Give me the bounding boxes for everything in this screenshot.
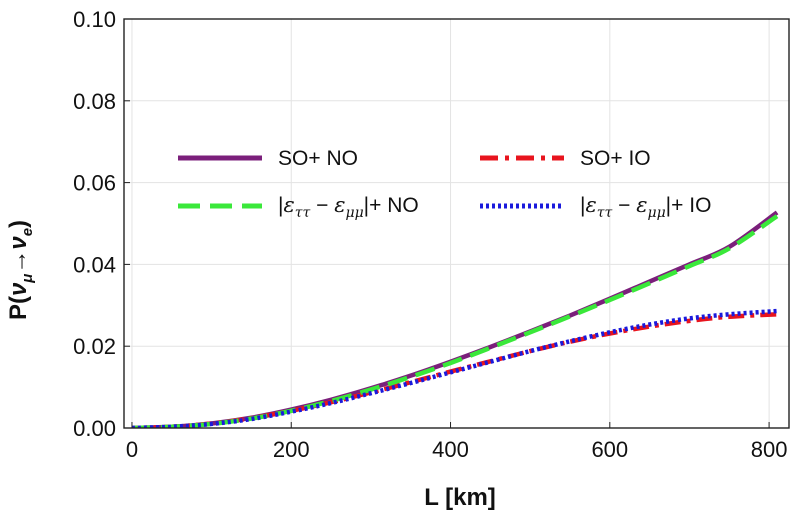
tick-label-y: 0.10 <box>73 7 116 32</box>
y-axis-title: P(νμ→νe) <box>5 220 36 320</box>
tick-label-x: 400 <box>432 437 469 462</box>
series-line-2 <box>131 214 779 428</box>
legend-label-eps-io: |εττ − εμμ|+ IO <box>580 193 711 221</box>
legend-label-so-no: SO+ NO <box>278 147 358 170</box>
y-title-close: ) <box>5 220 32 228</box>
tick-label-x: 200 <box>273 437 310 462</box>
tick-label-y: 0.00 <box>73 416 116 441</box>
y-title-sub1: μ <box>19 274 36 284</box>
x-axis-title: L [km] <box>424 484 496 511</box>
y-title-sub2: e <box>19 228 36 236</box>
series-lines <box>131 210 779 428</box>
tick-label-y: 0.06 <box>73 171 116 196</box>
y-title-nu1: ν <box>5 282 32 296</box>
tick-label-y: 0.04 <box>73 252 116 277</box>
tick-label-x: 0 <box>126 437 138 462</box>
legend-label-so-io: SO+ IO <box>580 147 651 170</box>
y-title-p: P( <box>5 296 32 320</box>
tick-label-y: 0.08 <box>73 89 116 114</box>
series-line-3 <box>131 308 778 428</box>
legend-label-eps-no: |εττ − εμμ|+ NO <box>278 193 419 221</box>
legend: SO+ NO SO+ IO |εττ − εμμ|+ NO |εττ − εμμ… <box>178 147 711 221</box>
axis-ticks: 0 200 400 600 800 0.00 0.02 0.04 0.06 0.08 0.10 <box>73 7 787 462</box>
y-title-arrow: → <box>5 250 32 274</box>
tick-label-x: 600 <box>591 437 628 462</box>
tick-label-x: 800 <box>751 437 788 462</box>
y-title-nu2: ν <box>5 236 32 250</box>
tick-label-y: 0.02 <box>73 334 116 359</box>
plot-frame <box>123 18 790 429</box>
